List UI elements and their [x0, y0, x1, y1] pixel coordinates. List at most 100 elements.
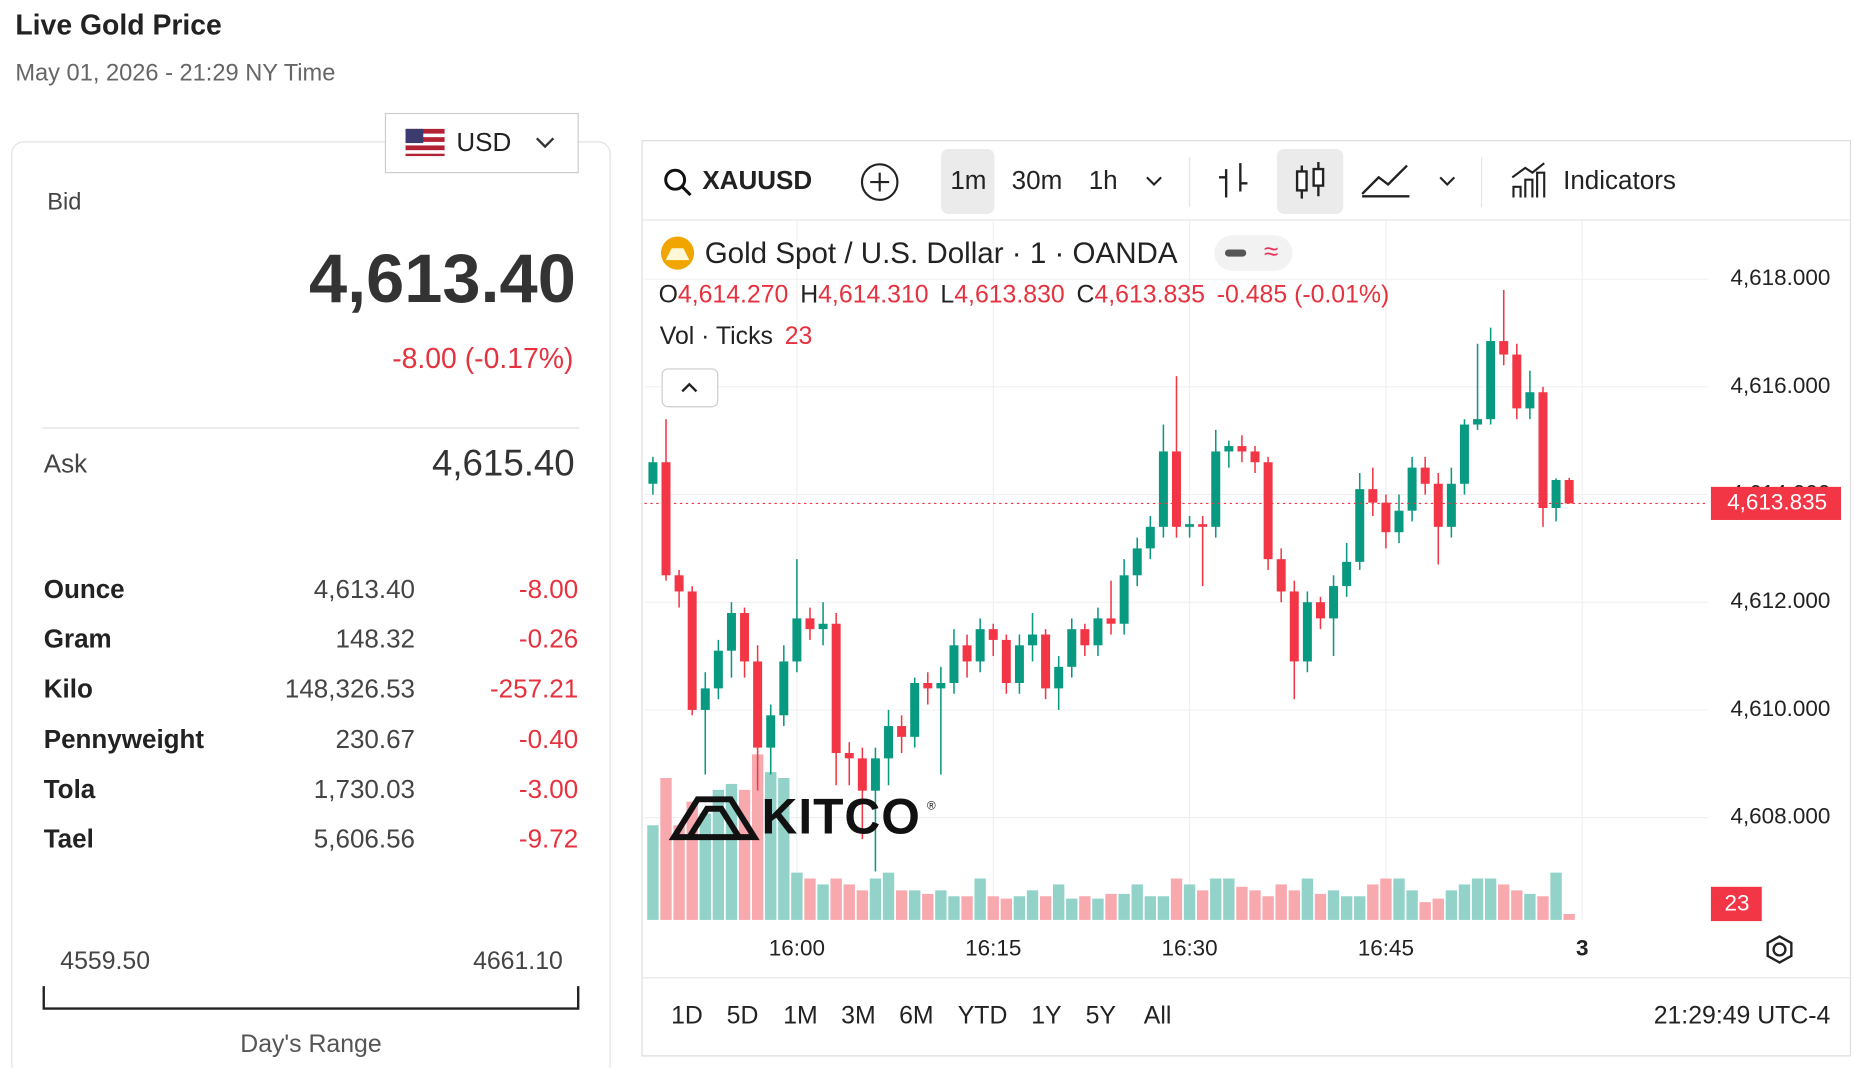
volume-bar	[856, 890, 869, 920]
interval-button[interactable]: 1h	[1089, 165, 1118, 195]
logo-icon	[668, 796, 760, 841]
range-low: 4559.50	[60, 948, 150, 975]
volume-bar	[843, 884, 855, 920]
volume-bar	[1183, 884, 1196, 920]
interval-button[interactable]: 30m	[1012, 165, 1063, 195]
unit-price: 1,730.03	[314, 774, 415, 804]
candle-body	[1420, 467, 1430, 484]
candle-body	[923, 682, 933, 689]
area-icon[interactable]	[1361, 164, 1410, 198]
volume-bar	[738, 789, 751, 920]
volume-bar	[1092, 898, 1104, 920]
interval-group: 1m 30m 1h	[950, 165, 1117, 195]
indicators-icon[interactable]	[1511, 162, 1546, 198]
last-price-label: 4,613.835	[1727, 489, 1827, 514]
candle-body	[1525, 392, 1535, 409]
ohlc-value: 4,613.830	[954, 281, 1064, 308]
gold-icon	[665, 248, 690, 261]
candle-body	[726, 612, 736, 651]
unit-name: Ounce	[44, 574, 125, 604]
flag-canton	[405, 128, 424, 144]
logo-mark: ®	[927, 799, 936, 813]
range-button[interactable]: 5Y	[1086, 1002, 1117, 1029]
volume-bar	[1393, 878, 1405, 920]
volume-bar	[1144, 896, 1156, 920]
volume-bar	[1026, 890, 1039, 920]
candle-body	[687, 591, 697, 710]
search-icon[interactable]	[664, 168, 687, 191]
candle-body	[1315, 602, 1325, 619]
range-button[interactable]: 6M	[899, 1002, 933, 1029]
ohlc-change: -0.485 (-0.01%)	[1217, 281, 1390, 308]
volume-bar	[647, 825, 659, 920]
vol-label: Vol · Ticks	[660, 323, 773, 350]
status-pill	[1224, 249, 1247, 257]
range-button[interactable]: 1D	[671, 1002, 703, 1029]
candle-body	[1132, 548, 1142, 576]
volume-bar	[1327, 890, 1340, 920]
candle-body	[1171, 451, 1181, 527]
volume-bar	[1550, 872, 1562, 920]
range-button[interactable]: 5D	[727, 1002, 759, 1029]
volume-bar	[712, 789, 725, 920]
y-tick-label: 4,610.000	[1730, 696, 1830, 721]
settings-icon	[1766, 935, 1793, 964]
volume-bar	[961, 896, 973, 920]
volume-bar	[1000, 898, 1013, 920]
ohlc-value: 4,614.270	[678, 281, 788, 308]
candle-body	[1551, 479, 1561, 508]
symbol[interactable]: XAUUSD	[702, 165, 812, 195]
volume-bar	[1262, 896, 1274, 920]
range-button[interactable]: 1Y	[1031, 1002, 1062, 1029]
volume-bar	[1157, 896, 1170, 920]
candle-body	[674, 575, 684, 592]
unit-price: 148.32	[335, 624, 415, 654]
volume-bar	[791, 872, 803, 920]
volume-bar	[1354, 896, 1366, 920]
candle-body	[988, 629, 998, 640]
candle-body	[1329, 586, 1339, 619]
compare-button[interactable]	[860, 163, 899, 201]
interval-button[interactable]: 1m	[950, 165, 986, 195]
chevron[interactable]	[1439, 176, 1456, 186]
ohlc-legend: O4,614.270 H4,614.310 L4,613.830 C4,613.835…	[659, 281, 1390, 308]
interval-selected	[941, 148, 995, 215]
range-button[interactable]: All	[1144, 1002, 1172, 1029]
range-button[interactable]: 3M	[841, 1002, 876, 1029]
candle-body	[1446, 483, 1456, 527]
candle-body	[1289, 591, 1299, 662]
unit-price: 230.67	[335, 724, 415, 754]
range-button[interactable]: 1M	[783, 1002, 817, 1029]
collapse-button[interactable]	[661, 368, 719, 408]
volume-bar	[725, 783, 738, 920]
y-tick-label: 4,612.000	[1730, 588, 1830, 613]
currency-label[interactable]: USD	[456, 127, 511, 157]
chevron[interactable]	[1146, 176, 1162, 186]
unit-table: Ounce 4,613.40 -8.00 Gram 148.32 -0.26 Kilo 148…	[44, 574, 578, 853]
candle-body	[1564, 479, 1574, 504]
x-tick-label: 16:15	[965, 935, 1021, 960]
candle-body	[1080, 629, 1090, 646]
candle-body	[1158, 451, 1168, 527]
candle-body	[1459, 424, 1469, 484]
settings-icon[interactable]	[1772, 942, 1787, 957]
volume-bar	[1223, 878, 1235, 920]
volume-bar	[1275, 884, 1287, 920]
x-tick-label: 16:30	[1161, 935, 1217, 960]
volume-bar	[699, 813, 711, 920]
last-price-box	[1710, 486, 1841, 520]
range-button[interactable]: YTD	[958, 1002, 1008, 1029]
candle-body	[1001, 639, 1011, 683]
bars-icon[interactable]	[1219, 163, 1248, 198]
candle-body	[1028, 634, 1037, 646]
candle-body	[1407, 467, 1417, 511]
volume-bar	[1196, 890, 1209, 920]
currency-select[interactable]: USD	[384, 112, 579, 174]
vol-value: 23	[785, 323, 813, 350]
volume-bar	[882, 872, 895, 920]
volume-bar	[1537, 896, 1549, 920]
volume-bar	[1432, 898, 1444, 920]
volume-bar	[1013, 896, 1026, 920]
indicators-button[interactable]: Indicators	[1563, 165, 1676, 195]
